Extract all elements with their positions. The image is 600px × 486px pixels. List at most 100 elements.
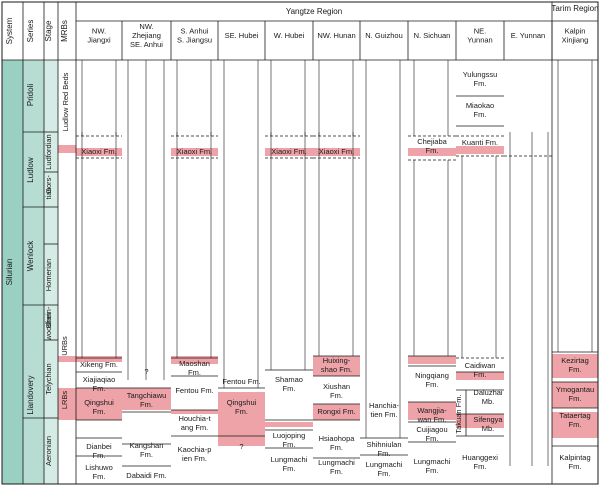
series-label-pridoli: Pridoli: [26, 84, 35, 106]
formation-label-line: Ningqiang: [415, 371, 449, 380]
formation-label-nw_jiangxi: Dianbei Fm.: [86, 442, 112, 460]
formation-label-w_hubei: Luojoping Fm.: [273, 431, 306, 449]
formation-label-s_anhui: Fentou Fm.: [175, 386, 213, 395]
region-header-kalpin: Kalpin: [565, 27, 586, 36]
formation-label-line: Maoshan: [179, 359, 210, 368]
formation-label-s_anhui: Houchia-t ang Fm.: [178, 414, 211, 432]
formation-label-line: Fm.: [426, 434, 439, 443]
region-header-nw_jiangxi: Jiangxi: [87, 36, 111, 45]
formation-label-nw_jiangxi: Xiajiaqiao Fm.: [83, 375, 116, 393]
formation-label-line: Fm.: [93, 407, 106, 416]
formation-label-nw_jiangxi: Xikeng Fm.: [80, 360, 118, 369]
formation-band-kalpin: [552, 382, 598, 408]
stage-label-aeronian: Aeronian: [44, 436, 53, 466]
region-header-w_hubei: W. Hubei: [274, 31, 305, 40]
formation-label-line: Lishuwo: [85, 463, 113, 472]
formation-label-line: Lungmachi: [318, 458, 355, 467]
formation-label-ne_yunnan: Yulungssu Fm.: [463, 70, 498, 88]
region-header-se_hubei: SE. Hubei: [225, 31, 259, 40]
formation-label-line: Tangchiawu: [127, 391, 167, 400]
stage-label-telychian: Telychian: [44, 363, 53, 394]
formation-band-nw_hunan: [313, 404, 360, 420]
formation-label-ne_yunnan: Miaokao Fm.: [466, 101, 494, 119]
formation-label-nw_zhejiang: ?: [144, 367, 148, 376]
formation-label-line: Fm.: [569, 420, 582, 429]
formation-label-line: Daluzhai: [473, 388, 503, 397]
header-yangtze-region: Yangtze Region: [286, 7, 342, 16]
formation-label-line: Fm.: [140, 400, 153, 409]
formation-label-nw_hunan: Rongxi Fm.: [317, 407, 355, 416]
formation-label-se_hubei: Fentou Fm.: [222, 377, 260, 386]
formation-label-line: wan Fm.: [417, 415, 447, 424]
formation-label-w_hubei: Shamao Fm.: [275, 375, 303, 393]
formation-label-s_anhui: Maoshan Fm.: [179, 359, 210, 377]
formation-label-line: Kangshan: [130, 441, 164, 450]
formation-band-n_sichuan: [408, 148, 456, 156]
formation-label-line: Huixing-: [323, 356, 351, 365]
region-header-n_sichuan: N. Sichuan: [414, 31, 451, 40]
formation-label-line: Fm.: [378, 469, 391, 478]
formation-label-line: Fm.: [93, 451, 106, 460]
formation-band-nw_jiangxi: [76, 356, 122, 362]
stage-label-gorstian: tian: [44, 187, 53, 199]
system-band: [2, 60, 23, 484]
formation-label-line: Qingshui: [227, 398, 257, 407]
mrb-label-lrbs: LRBs: [60, 391, 69, 410]
formation-label-n_guizhou: Hanchia-tien Fm.: [369, 401, 400, 419]
formation-label-line: shao Fm.: [321, 365, 352, 374]
stage-label-ludfordian: Ludfordian: [44, 134, 53, 169]
formation-label-line: Fm.: [569, 365, 582, 374]
formation-label-line: ien Fm.: [182, 454, 207, 463]
stage-label-gorstian: Gors-: [44, 175, 53, 194]
formation-label-nw_zhejiang: Tangchiawu Fm.: [127, 391, 167, 409]
formation-label-line: Xiajiaqiao: [83, 375, 116, 384]
formation-label-nw_jiangxi: Qingshui Fm.: [84, 398, 114, 416]
formation-label-ne_yunnan: Huanggexi Fm.: [462, 453, 498, 471]
region-header-ne_yunnan: Yunnan: [467, 36, 492, 45]
formation-label-line: Fm.: [93, 384, 106, 393]
formation-label-n_sichuan: Lungmachi Fm.: [414, 457, 451, 475]
formation-label-kalpin: Tataertag Fm.: [559, 411, 590, 429]
formation-label-line: Fm.: [569, 394, 582, 403]
formation-band-w_hubei: [265, 422, 313, 427]
formation-label-line: Huanggexi: [462, 453, 498, 462]
formation-label-ne_yunnan: Sifengya Mb.: [473, 415, 503, 433]
formation-label-line: Fm.: [474, 79, 487, 88]
stage-band: [44, 60, 58, 484]
formation-label-kalpin: Ymogantau Fm.: [556, 385, 594, 403]
mrb-label-urbs: URBs: [60, 336, 69, 356]
formation-label-line: Tataertag: [559, 411, 590, 420]
formation-label-line: Yulungssu: [463, 70, 498, 79]
formation-label-line: Fm.: [330, 467, 343, 476]
formation-label-line: Miaokao: [466, 101, 494, 110]
header-system: System: [5, 17, 14, 44]
region-header-nw_hunan: NW. Hunan: [317, 31, 355, 40]
formation-label-line: Fm.: [283, 384, 296, 393]
stage-label-sheinwoodian: Shein-: [44, 306, 53, 328]
formation-label-line: Wangjia-: [417, 406, 447, 415]
formation-label-line: Fm.: [235, 407, 248, 416]
formation-band-nw_zhejiang: [122, 388, 171, 408]
formation-label-line: Fm.: [140, 450, 153, 459]
formation-label-line: Fm.: [569, 462, 582, 471]
formation-label-line: Hanchia-: [369, 401, 400, 410]
formation-label-nw_hunan: Huixing-shao Fm.: [321, 356, 352, 374]
formation-label-nw_zhejiang: Dabaidi Fm.: [126, 471, 166, 480]
formation-label-line: Luojoping: [273, 431, 306, 440]
formation-band-ne_yunnan: [456, 146, 504, 154]
stage-label-sheinwoodian: woodian: [44, 313, 53, 342]
formation-label-line: Qingshui: [84, 398, 114, 407]
formation-label-line: Fm.: [426, 380, 439, 389]
mrb-band-lrbs: [58, 388, 76, 420]
formation-band-nw_hunan: [313, 148, 360, 156]
formation-label-n_sichuan: Wangjia-wan Fm.: [417, 406, 448, 424]
formation-label-line: Shamao: [275, 375, 303, 384]
region-header-n_guizhou: N. Guizhou: [365, 31, 403, 40]
formation-label-line: Cuijiagou: [416, 425, 447, 434]
formation-label-line: Xiushan: [323, 382, 350, 391]
formation-label-line: Fm.: [330, 391, 343, 400]
formation-label-line: Chejiaba: [417, 137, 447, 146]
